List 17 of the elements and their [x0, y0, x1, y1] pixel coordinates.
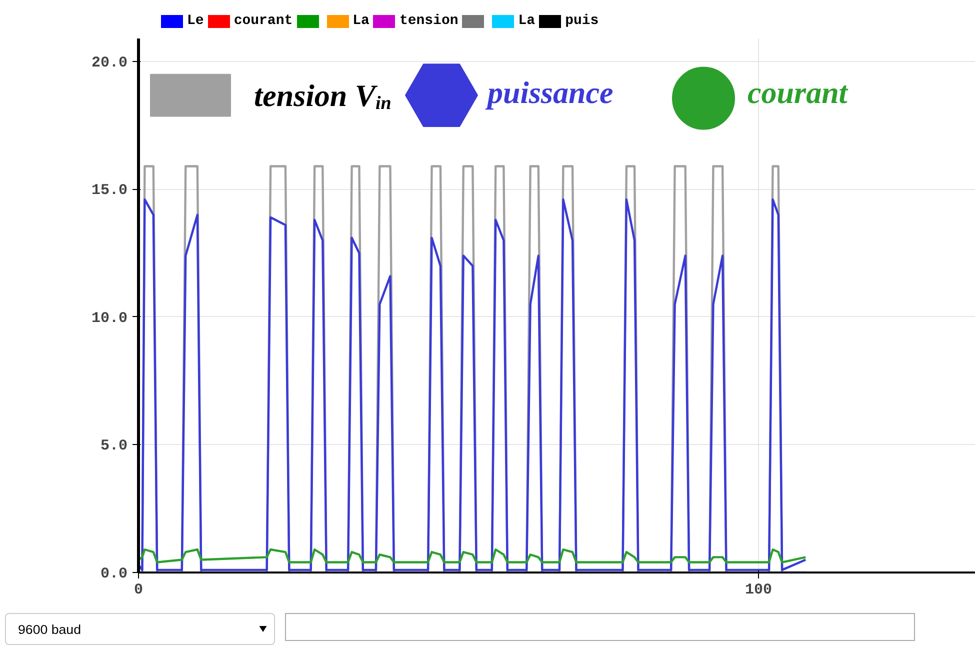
text: courant: [234, 13, 293, 29]
y-tick-label: 0.0: [100, 566, 128, 582]
legend-label: courant: [748, 74, 849, 110]
x-tick-label: 0: [134, 582, 144, 598]
text: tension: [399, 13, 458, 29]
text: 9600 baud: [5, 613, 275, 645]
y-tick-label: 20.0: [91, 54, 128, 72]
text: puis: [565, 13, 599, 29]
text: La: [352, 13, 370, 29]
y-tick-label: 5.0: [100, 438, 128, 455]
x-tick-label: 100: [745, 582, 772, 598]
text: La: [518, 13, 536, 29]
line-series: [138, 548, 807, 564]
y-tick-label: 10.0: [91, 310, 128, 327]
y-tick-label: 15.0: [91, 182, 128, 200]
text: Le: [187, 13, 204, 29]
legend-label: puissance: [484, 74, 614, 110]
